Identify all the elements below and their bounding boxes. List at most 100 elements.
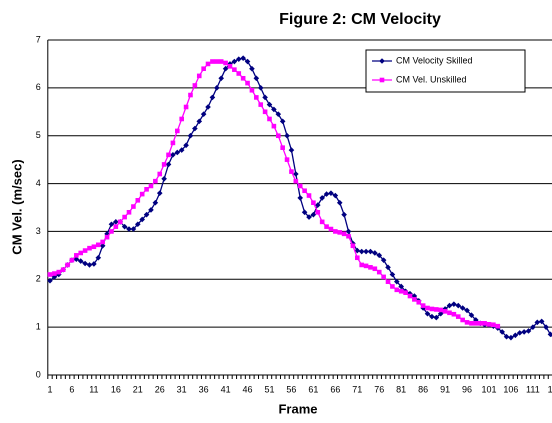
data-point	[324, 224, 329, 229]
x-tick-label: 96	[462, 384, 472, 394]
data-point	[319, 195, 325, 201]
x-tick-label: 81	[396, 384, 406, 394]
data-point	[389, 271, 396, 278]
x-tick-label: 6	[69, 384, 74, 394]
data-point	[451, 301, 457, 307]
data-point	[314, 202, 321, 208]
data-point	[131, 204, 136, 209]
data-point	[451, 311, 457, 317]
x-tick-label: 46	[243, 384, 253, 394]
chart-title: Figure 2: CM Velocity	[279, 11, 441, 28]
x-tick-label: 31	[177, 384, 187, 394]
data-point	[205, 104, 211, 110]
data-point	[139, 191, 145, 197]
data-point	[109, 229, 114, 234]
data-point	[473, 321, 479, 326]
x-tick-label: 91	[440, 384, 450, 394]
data-point	[121, 223, 128, 230]
y-tick-label: 3	[36, 226, 41, 236]
data-point	[175, 128, 180, 134]
data-point	[257, 85, 264, 91]
data-point	[104, 231, 110, 237]
x-tick-label: 66	[330, 384, 340, 394]
data-point	[65, 262, 70, 268]
data-point	[332, 192, 339, 199]
data-point	[459, 305, 466, 311]
data-point	[174, 149, 181, 156]
data-point	[240, 75, 246, 81]
data-point	[486, 321, 492, 327]
data-point	[394, 287, 400, 293]
legend-label: CM Vel. Unskilled	[396, 74, 467, 84]
legend-box	[365, 49, 526, 93]
data-point	[280, 145, 285, 150]
data-point	[240, 55, 246, 61]
data-point	[288, 147, 295, 153]
data-point	[214, 59, 220, 64]
data-point	[148, 183, 154, 189]
data-point	[284, 132, 290, 139]
data-point	[491, 322, 496, 328]
data-point	[442, 309, 448, 314]
data-point	[302, 188, 307, 194]
data-point	[95, 254, 102, 261]
data-point	[275, 133, 281, 139]
data-point	[87, 245, 92, 251]
data-point	[482, 321, 487, 326]
data-point	[416, 299, 422, 305]
x-tick-label: 11	[89, 384, 98, 394]
data-point	[232, 67, 237, 72]
data-point	[543, 324, 549, 330]
data-point	[156, 190, 163, 196]
data-point	[95, 242, 101, 248]
data-point	[424, 310, 431, 317]
data-point	[433, 314, 440, 321]
data-point	[143, 211, 150, 218]
x-tick-label: 36	[199, 384, 209, 394]
data-point	[367, 248, 374, 255]
data-point	[297, 195, 304, 201]
data-point	[306, 193, 312, 198]
data-point	[499, 329, 505, 335]
data-point	[379, 58, 385, 64]
data-point	[516, 330, 523, 336]
data-point	[117, 219, 123, 225]
x-tick-label: 21	[133, 384, 143, 394]
x-tick-label: 116	[548, 384, 552, 394]
data-point	[139, 216, 145, 223]
data-point	[333, 229, 338, 234]
x-tick-label: 71	[352, 384, 362, 394]
data-point	[468, 312, 475, 318]
data-point	[345, 228, 352, 235]
data-point	[503, 333, 510, 340]
data-point	[372, 266, 378, 272]
data-point	[311, 200, 316, 206]
data-point	[104, 234, 110, 240]
series	[47, 55, 552, 341]
data-point	[166, 152, 171, 158]
data-point	[254, 95, 259, 100]
data-point	[130, 226, 137, 232]
data-point	[108, 221, 115, 228]
data-point	[297, 183, 303, 189]
data-point	[192, 83, 198, 88]
data-point	[126, 209, 132, 215]
data-point	[376, 252, 383, 259]
data-point	[411, 293, 418, 299]
data-point	[170, 152, 176, 158]
x-tick-label: 106	[503, 384, 518, 394]
data-point	[196, 73, 202, 79]
data-point	[135, 198, 141, 203]
data-point	[547, 331, 552, 338]
data-point	[363, 263, 369, 269]
data-point	[262, 109, 268, 115]
series	[47, 59, 501, 329]
data-point	[100, 239, 105, 245]
y-tick-label: 4	[36, 178, 41, 188]
data-point	[82, 260, 88, 267]
data-point	[460, 317, 465, 323]
data-point	[381, 274, 386, 280]
data-point	[152, 199, 159, 206]
x-tick-label: 1	[47, 384, 52, 394]
